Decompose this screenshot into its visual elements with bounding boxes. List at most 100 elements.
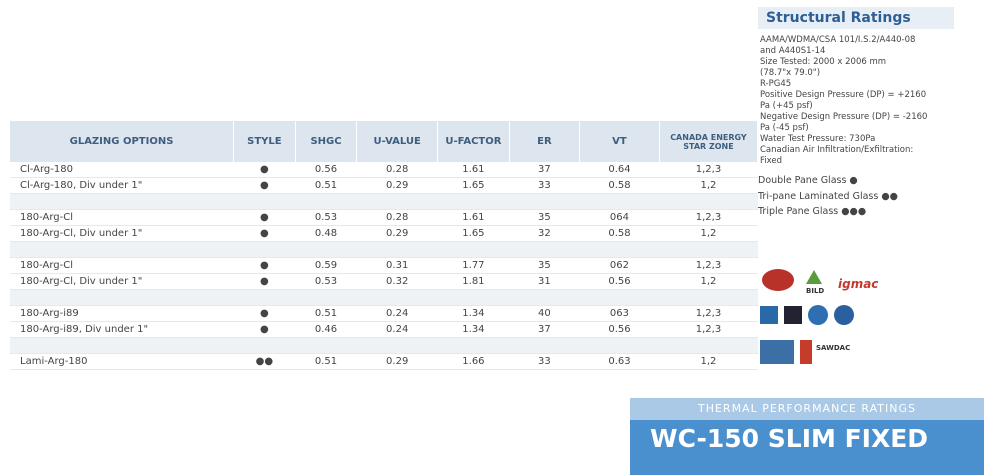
column-header: CANADA ENERGY STAR ZONE [659,121,759,162]
spacer-row [10,241,758,258]
rating-line: R-PG45 [760,79,792,89]
table-row: 180-Arg-i89, Div under 1" ● 0.46 0.24 1.34 37… [10,321,758,338]
table-cell: 0.51 [295,177,357,194]
table-cell: 1,2,3 [659,321,758,338]
table-cell: 0.56 [579,321,660,338]
table-cell: ● [233,257,296,274]
legend-item: Double Pane Glass ● [758,175,858,186]
table-cell: 0.31 [356,257,438,274]
rating-line: Size Tested: 2000 x 2006 mm [760,57,887,67]
logo [806,270,822,284]
table-cell: Lami-Arg-180 [10,353,234,370]
column-header: GLAZING OPTIONS [10,121,235,162]
table-cell: 0.63 [579,353,660,370]
spacer-row [10,289,758,306]
table-cell: 0.32 [356,273,438,290]
table-cell: 1,2,3 [659,257,758,274]
column-header: STYLE [233,121,296,162]
rating-line: (78.7"x 79.0") [760,68,821,78]
logo-text: BILD [806,287,824,295]
table-cell: 1,2,3 [659,209,758,226]
table-cell: 0.29 [356,353,438,370]
logo [784,306,802,324]
table-cell: 1.77 [437,257,510,274]
rating-line: Pa (-45 psf) [760,123,809,133]
table-cell: 0.56 [295,162,357,178]
glass-legend: Double Pane Glass ● Tri-pane Laminated Gl… [758,173,954,220]
column-header: U-VALUE [356,121,439,162]
logo [760,340,794,364]
logo [808,305,828,325]
spacer-cell [10,241,758,258]
table-cell: ● [233,273,296,290]
table-cell: 180-Arg-Cl [10,257,234,274]
table-cell: 1,2 [659,225,758,242]
table-cell: ● [233,177,296,194]
table-cell: 1.66 [437,353,510,370]
rating-line: and A440S1-14 [760,46,826,56]
footer-title: WC-150 SLIM FIXED [650,424,929,453]
table-cell: 0.58 [579,177,660,194]
table-cell: 33 [509,177,580,194]
table-row: Cl-Arg-180, Div under 1" ● 0.51 0.29 1.65 33 0… [10,177,758,194]
column-header: VT [579,121,660,162]
column-header: U-FACTOR [437,121,510,162]
table-cell: 31 [509,273,580,290]
table-cell: 0.56 [579,273,660,290]
table-cell: 0.24 [356,321,438,338]
table-row: 180-Arg-Cl ● 0.53 0.28 1.61 35 064 1,2,3 [10,209,758,226]
table-cell: 1.65 [437,225,510,242]
rating-lines: AAMA/WDMA/CSA 101/I.S.2/A440-08 and A440S… [758,35,954,167]
table-cell: 0.48 [295,225,357,242]
rating-line: Fixed [760,156,783,166]
table-row: 180-Arg-i89 ● 0.51 0.24 1.34 40 063 1,2,3 [10,305,758,322]
table-cell: ● [233,162,296,178]
rating-line: Positive Design Pressure (DP) = +2160 [760,90,927,100]
logos: BILD igmac SAWDAC [760,269,878,364]
table-cell: 1.61 [437,162,510,178]
table-cell: 180-Arg-Cl [10,209,234,226]
table-cell: 37 [509,162,580,178]
table-cell: 180-Arg-i89, Div under 1" [10,321,234,338]
logo [762,269,794,291]
table-cell: 062 [579,257,660,274]
rating-line: Water Test Pressure: 730Pa [760,134,876,144]
table-cell: 1,2 [659,177,758,194]
table-cell: 35 [509,257,580,274]
table-row: 180-Arg-Cl, Div under 1" ● 0.53 0.32 1.81 31 0… [10,273,758,290]
table-cell: 0.59 [295,257,357,274]
table-cell: 0.28 [356,209,438,226]
table-cell: ● [233,305,296,322]
footer-subtitle: THERMAL PERFORMANCE RATINGS [630,398,984,420]
table-cell: 0.64 [579,162,660,178]
table-cell: 0.24 [356,305,438,322]
table-row: 180-Arg-Cl ● 0.59 0.31 1.77 35 062 1,2,3 [10,257,758,274]
logo [834,305,854,325]
table-cell: ● [233,225,296,242]
table-row: Lami-Arg-180 ●● 0.51 0.29 1.66 33 0.63 1,2 [10,353,758,370]
table-cell: 0.29 [356,225,438,242]
column-header: SHGC [295,121,358,162]
spacer-row [10,193,758,210]
table-cell: 180-Arg-i89 [10,305,234,322]
table-cell: 37 [509,321,580,338]
spacer-row [10,337,758,354]
footer-banner: THERMAL PERFORMANCE RATINGS WC-150 SLIM … [630,398,984,475]
table-cell: 1.61 [437,209,510,226]
table-cell: ●● [233,353,296,370]
logo [800,340,812,364]
table-cell: 064 [579,209,660,226]
table-cell: 0.58 [579,225,660,242]
table-cell: 1,2 [659,273,758,290]
table-cell: 40 [509,305,580,322]
rating-line: Canadian Air Infiltration/Exfiltration: [760,145,914,155]
logo [760,306,778,324]
rating-line: Pa (+45 psf) [760,101,813,111]
table-cell: 1.65 [437,177,510,194]
panel-title: Structural Ratings [758,7,954,29]
table-cell: 0.46 [295,321,357,338]
logo-text: igmac [838,277,878,291]
spacer-cell [10,193,758,210]
table-cell: 1,2 [659,353,758,370]
logo-text: SAWDAC [816,344,850,352]
